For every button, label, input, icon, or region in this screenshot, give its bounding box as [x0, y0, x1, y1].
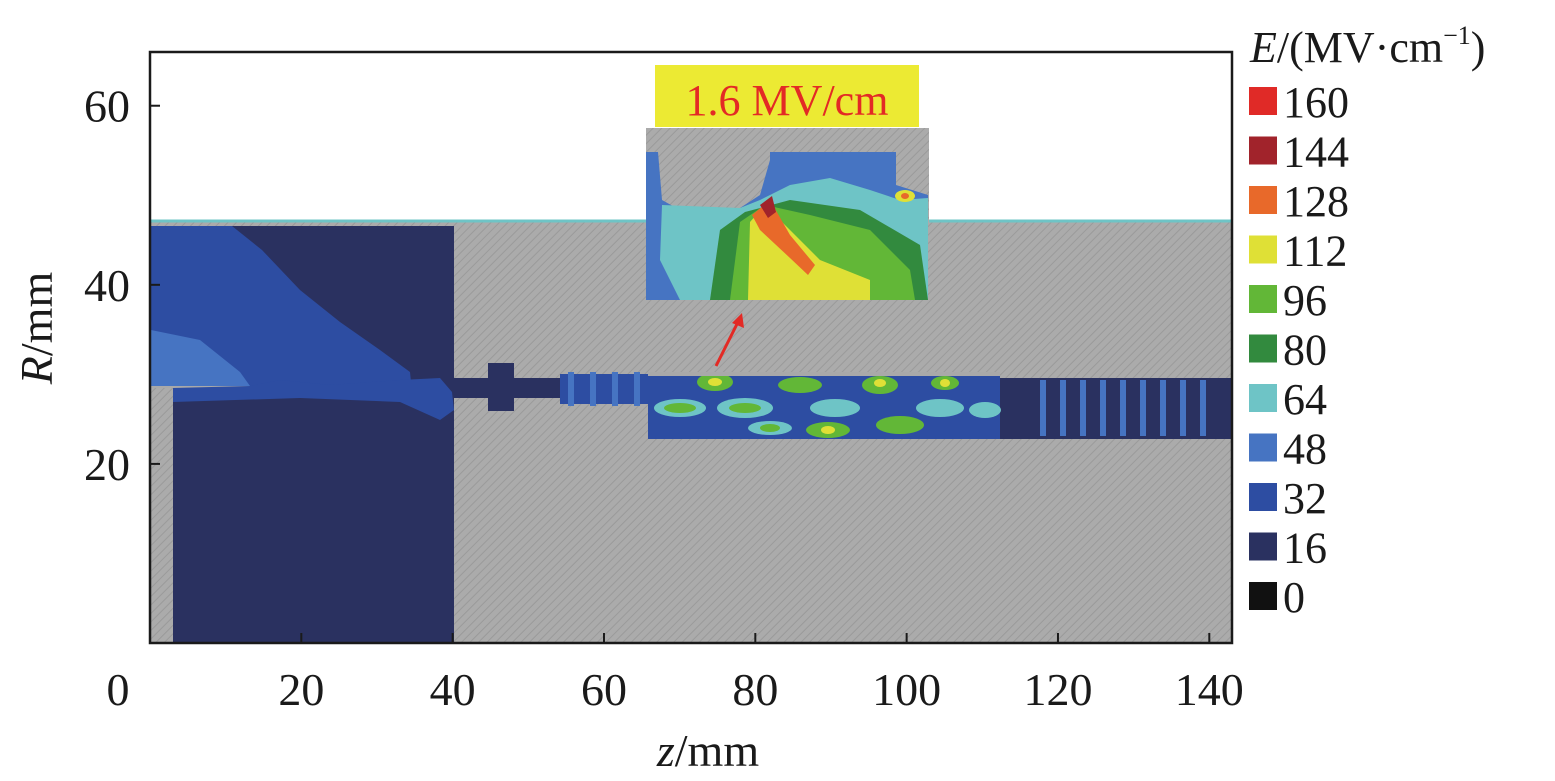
annotation-label: 1.6 MV/cm: [655, 65, 919, 127]
x-tick-label: 20: [278, 664, 324, 715]
colorbar-swatch: [1249, 334, 1277, 363]
annotation-text: 1.6 MV/cm: [686, 76, 889, 125]
colorbar-swatch: [1249, 285, 1277, 313]
colorbar-level-label: 48: [1283, 425, 1327, 474]
field-ripples: [1040, 380, 1206, 436]
colorbar-swatch: [1249, 87, 1277, 115]
x-axis: 0 20 40 60 80 100 120 140: [107, 633, 1244, 715]
colorbar-level-label: 144: [1283, 128, 1349, 177]
colorbar-swatch: [1249, 582, 1277, 610]
field-beam-tube: [454, 363, 649, 411]
inset-arrow: [714, 313, 744, 367]
field-sws-region: [648, 372, 1232, 439]
y-tick-label: 20: [84, 439, 130, 490]
colorbar-swatch: [1249, 186, 1277, 214]
colorbar-level-label: 32: [1283, 474, 1327, 523]
x-tick-label: 60: [581, 664, 627, 715]
plot-area: 1.6 MV/cm: [150, 52, 1232, 643]
x-tick-label: 100: [872, 664, 941, 715]
colorbar-swatch: [1249, 384, 1277, 412]
colorbar-level-label: 112: [1283, 227, 1347, 276]
colorbar-swatch: [1249, 483, 1277, 511]
colorbar-title: E/(MV·cm−1): [1249, 21, 1485, 72]
colorbar-level-label: 64: [1283, 375, 1327, 424]
x-tick-label: 140: [1175, 664, 1244, 715]
colorbar-swatch: [1249, 235, 1277, 264]
colorbar-level-label: 0: [1283, 573, 1305, 622]
inset-zoom: [646, 128, 929, 300]
colorbar-level-label: 128: [1283, 177, 1349, 226]
y-axis-title: R/mm: [11, 272, 62, 386]
x-tick-label: 80: [732, 664, 778, 715]
vane-tips: [648, 372, 1000, 376]
annotation-box: [655, 65, 919, 127]
colorbar-level-label: 160: [1283, 78, 1349, 127]
x-tick-label: 120: [1023, 664, 1092, 715]
colorbar-swatch: [1249, 532, 1277, 561]
y-tick-label: 40: [84, 260, 130, 311]
plot-frame: [148, 50, 1234, 645]
colorbar-swatch: [1249, 136, 1277, 165]
y-tick-label: 60: [84, 81, 130, 132]
y-axis: 20 40 60: [84, 81, 160, 490]
field-hotspots: [654, 373, 1001, 438]
colorbar-swatch: [1249, 433, 1277, 462]
x-tick-label: 0: [107, 664, 130, 715]
colorbar-level-label: 96: [1283, 276, 1327, 325]
colorbar-level-label: 16: [1283, 524, 1327, 573]
x-tick-label: 40: [430, 664, 476, 715]
field-coax-region: [151, 226, 454, 642]
x-axis-title: z/mm: [656, 725, 759, 776]
colorbar-level-label: 80: [1283, 326, 1327, 375]
